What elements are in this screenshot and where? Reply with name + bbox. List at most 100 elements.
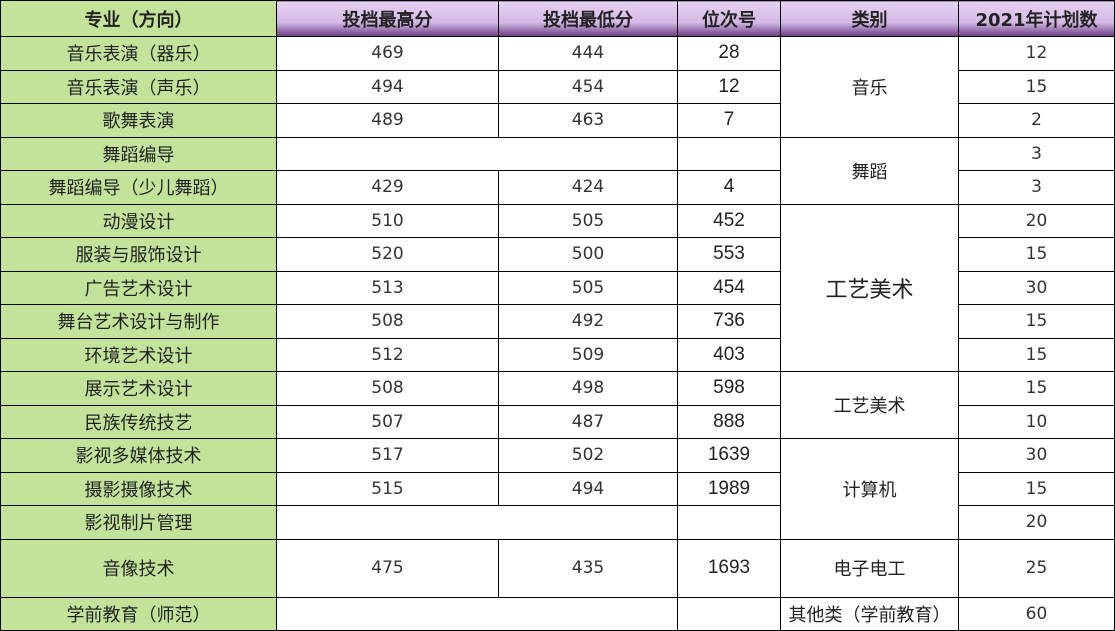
major-name: 学前教育（师范）	[0, 596, 277, 631]
table-row: 音乐表演（声乐） 494 454 12 15	[0, 69, 1115, 104]
rank-number: 28	[677, 36, 781, 71]
empty-score-cell	[276, 596, 678, 631]
rank-number: 736	[677, 304, 781, 339]
empty-score-cell	[276, 136, 678, 171]
table-row: 音乐表演（器乐） 469 444 28 音乐 12	[0, 36, 1115, 138]
rank-number: 7	[677, 103, 781, 138]
category-cell: 工艺美术	[780, 203, 959, 372]
major-name: 音像技术	[0, 538, 277, 598]
major-name: 广告艺术设计	[0, 270, 277, 305]
rank-number: 12	[677, 69, 781, 104]
rank-number: 403	[677, 337, 781, 372]
table-row: 学前教育（师范） 其他类（学前教育） 60	[0, 596, 1115, 631]
header-row: 专业（方向） 投档最高分 投档最低分 位次号 类别 2021年计划数	[0, 0, 1115, 37]
max-score: 489	[276, 103, 499, 138]
min-score: 494	[498, 471, 678, 506]
plan-count: 20	[958, 203, 1115, 238]
rank-number: 1989	[677, 471, 781, 506]
max-score: 469	[276, 36, 499, 71]
category-cell: 电子电工	[780, 538, 959, 598]
major-name: 舞蹈编导	[0, 136, 277, 171]
min-score: 509	[498, 337, 678, 372]
table-row: 舞蹈编导 舞蹈 3	[0, 136, 1115, 205]
major-name: 舞台艺术设计与制作	[0, 304, 277, 339]
max-score: 429	[276, 170, 499, 205]
table-row: 展示艺术设计 508 498 598 工艺美术 15	[0, 371, 1115, 439]
rank-number: 888	[677, 404, 781, 439]
max-score: 517	[276, 438, 499, 473]
header-category: 类别	[780, 0, 959, 37]
max-score: 508	[276, 371, 499, 406]
major-name: 影视多媒体技术	[0, 438, 277, 473]
max-score: 508	[276, 304, 499, 339]
empty-rank-cell	[677, 596, 781, 631]
plan-count: 60	[958, 596, 1115, 631]
plan-count: 25	[958, 538, 1115, 598]
min-score: 424	[498, 170, 678, 205]
table-row: 舞蹈编导（少儿舞蹈） 429 424 4 3	[0, 170, 1115, 205]
table-row: 民族传统技艺 507 487 888 10	[0, 404, 1115, 439]
empty-rank-cell	[677, 505, 781, 540]
min-score: 435	[498, 538, 678, 598]
table-row: 影视制片管理 20	[0, 505, 1115, 540]
category-cell: 音乐	[780, 36, 959, 138]
min-score: 505	[498, 203, 678, 238]
category-cell: 计算机	[780, 438, 959, 540]
rank-number: 4	[677, 170, 781, 205]
plan-count: 15	[958, 69, 1115, 104]
rank-number: 553	[677, 237, 781, 272]
category-cell: 工艺美术	[780, 371, 959, 439]
major-name: 民族传统技艺	[0, 404, 277, 439]
min-score: 498	[498, 371, 678, 406]
min-score: 505	[498, 270, 678, 305]
category-cell: 舞蹈	[780, 136, 959, 205]
max-score: 513	[276, 270, 499, 305]
min-score: 502	[498, 438, 678, 473]
min-score: 500	[498, 237, 678, 272]
min-score: 463	[498, 103, 678, 138]
table-row: 摄影摄像技术 515 494 1989 15	[0, 471, 1115, 506]
header-plan: 2021年计划数	[958, 0, 1115, 37]
empty-score-cell	[276, 505, 678, 540]
rank-number: 1639	[677, 438, 781, 473]
plan-count: 3	[958, 170, 1115, 205]
plan-count: 15	[958, 337, 1115, 372]
major-name: 歌舞表演	[0, 103, 277, 138]
header-major: 专业（方向）	[0, 0, 277, 37]
min-score: 454	[498, 69, 678, 104]
max-score: 475	[276, 538, 499, 598]
plan-count: 30	[958, 270, 1115, 305]
major-name: 环境艺术设计	[0, 337, 277, 372]
max-score: 494	[276, 69, 499, 104]
major-name: 服装与服饰设计	[0, 237, 277, 272]
max-score: 507	[276, 404, 499, 439]
header-rank: 位次号	[677, 0, 781, 37]
header-min: 投档最低分	[498, 0, 678, 37]
plan-count: 15	[958, 371, 1115, 406]
table-row: 音像技术 475 435 1693 电子电工 25	[0, 538, 1115, 598]
major-name: 舞蹈编导（少儿舞蹈）	[0, 170, 277, 205]
rank-number: 452	[677, 203, 781, 238]
header-max: 投档最高分	[276, 0, 499, 37]
plan-count: 12	[958, 36, 1115, 71]
major-name: 摄影摄像技术	[0, 471, 277, 506]
table-row: 动漫设计 510 505 452 工艺美术 20	[0, 203, 1115, 372]
plan-count: 15	[958, 304, 1115, 339]
max-score: 510	[276, 203, 499, 238]
min-score: 492	[498, 304, 678, 339]
major-name: 展示艺术设计	[0, 371, 277, 406]
rank-number: 1693	[677, 538, 781, 598]
table-row: 服装与服饰设计 520 500 553 15	[0, 237, 1115, 272]
major-name: 影视制片管理	[0, 505, 277, 540]
plan-count: 10	[958, 404, 1115, 439]
min-score: 444	[498, 36, 678, 71]
rank-number: 598	[677, 371, 781, 406]
plan-count: 15	[958, 471, 1115, 506]
table-row: 舞台艺术设计与制作 508 492 736 15	[0, 304, 1115, 339]
plan-count: 20	[958, 505, 1115, 540]
min-score: 487	[498, 404, 678, 439]
empty-rank-cell	[677, 136, 781, 171]
plan-count: 30	[958, 438, 1115, 473]
max-score: 512	[276, 337, 499, 372]
